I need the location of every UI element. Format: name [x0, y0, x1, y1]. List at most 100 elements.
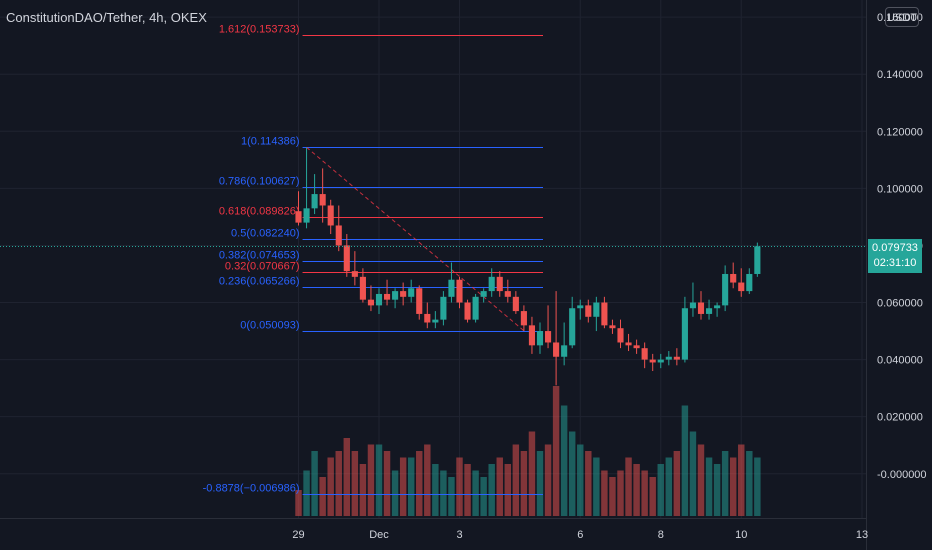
volume-bar [568, 431, 576, 516]
candle-body [609, 325, 616, 329]
fib-level-label: 0.236(0.065266) [219, 276, 300, 288]
time-tick-label: 13 [856, 529, 868, 541]
volume-bar [649, 477, 656, 516]
candle-body [553, 342, 560, 357]
candle-body [673, 356, 680, 360]
candle-body [569, 308, 576, 346]
fib-level-label: 0.5(0.082240) [231, 228, 300, 240]
time-tick-label: 6 [577, 529, 583, 541]
candle-body [392, 291, 399, 300]
candle-body [625, 342, 632, 346]
price-tick-label: 0.060000 [877, 298, 923, 310]
volume-bar [343, 438, 351, 516]
candle-body [705, 308, 713, 314]
candle-body [665, 356, 672, 360]
volume-bar [721, 451, 729, 516]
volume-bar [512, 444, 520, 516]
volume-bar [585, 451, 592, 516]
fib-level-label: 0.382(0.074653) [219, 250, 300, 262]
volume-bar [375, 444, 383, 516]
candle-body [722, 273, 729, 306]
candle-body [472, 296, 479, 320]
candle-body [400, 291, 407, 297]
volume-bar [697, 444, 705, 516]
candle-body [416, 288, 423, 314]
last-price-badge: 0.079733 02:31:10 [868, 238, 922, 273]
volume-bar [754, 457, 761, 516]
volume-bar [528, 431, 536, 516]
volume-bar [609, 477, 616, 516]
time-tick-label: 10 [735, 529, 747, 541]
volume-bar [440, 470, 447, 516]
candle-body [681, 308, 688, 360]
volume-bar [641, 470, 648, 516]
volume-bar [657, 464, 664, 516]
candle-body [528, 325, 536, 346]
volume-bar [448, 477, 455, 516]
volume-bar [399, 457, 407, 516]
candle-body [504, 291, 511, 297]
volume-bar [746, 451, 753, 516]
volume-bar [738, 444, 745, 516]
volume-bar [464, 464, 471, 516]
time-tick-label: 3 [456, 529, 462, 541]
price-tick-label: 0.100000 [877, 183, 923, 195]
candle-body [649, 359, 656, 363]
candle-body [327, 205, 334, 226]
candle-body [633, 345, 640, 349]
volume-bar [520, 451, 528, 516]
volume-bar [335, 451, 342, 516]
fib-level-label: 0.786(0.100627) [219, 176, 300, 188]
volume-bar [383, 451, 391, 516]
candle-body [367, 299, 375, 306]
volume-bar [456, 457, 463, 516]
candle-body [496, 276, 503, 292]
volume-bar [327, 457, 334, 516]
candle-body [319, 194, 326, 206]
volume-bar [601, 470, 608, 516]
candle-body [408, 288, 415, 297]
volume-bar [472, 470, 479, 516]
fib-level-label: 1(0.114386) [241, 136, 300, 148]
last-price-value: 0.079733 [872, 241, 918, 254]
volume-bar [552, 386, 560, 516]
candle-body [456, 279, 463, 303]
price-tick-label: 0.020000 [877, 412, 923, 424]
price-tick-label: 0.160000 [877, 12, 923, 24]
candle-body [730, 273, 737, 283]
candle-body [561, 345, 568, 357]
candle-body [311, 194, 318, 209]
candle-body [343, 245, 350, 272]
candle-body [585, 305, 592, 317]
volume-bar [504, 464, 512, 516]
chart-title: ConstitutionDAO/Tether, 4h, OKEX [6, 10, 207, 25]
volume-bar [351, 451, 359, 516]
candle-body [601, 302, 608, 326]
volume-bar [496, 457, 503, 516]
candle-body [335, 225, 342, 246]
price-tick-label: -0.000000 [877, 469, 927, 481]
candle-body [738, 282, 745, 292]
volume-bar [432, 464, 439, 516]
volume-bar [617, 470, 624, 516]
candle-body [448, 279, 455, 297]
candle-body [424, 313, 431, 323]
candle-body [641, 348, 648, 360]
fib-level-label: 0.32(0.070667) [225, 261, 300, 273]
fib-level-label: 0.618(0.089826) [219, 206, 300, 218]
volume-bar [593, 457, 600, 516]
candle-body [536, 331, 544, 346]
fib-level-label: -0.8878(−0.006986) [203, 483, 300, 495]
volume-bar [560, 405, 568, 516]
candle-body [544, 331, 552, 343]
candle-body [689, 302, 697, 309]
currency-button[interactable]: USDT [885, 7, 919, 27]
candle-body [383, 293, 391, 300]
price-tick-label: 0.140000 [877, 69, 923, 81]
candle-body [697, 302, 705, 314]
candle-body [375, 293, 383, 306]
candle-body [464, 302, 471, 320]
candle-body [351, 271, 358, 277]
